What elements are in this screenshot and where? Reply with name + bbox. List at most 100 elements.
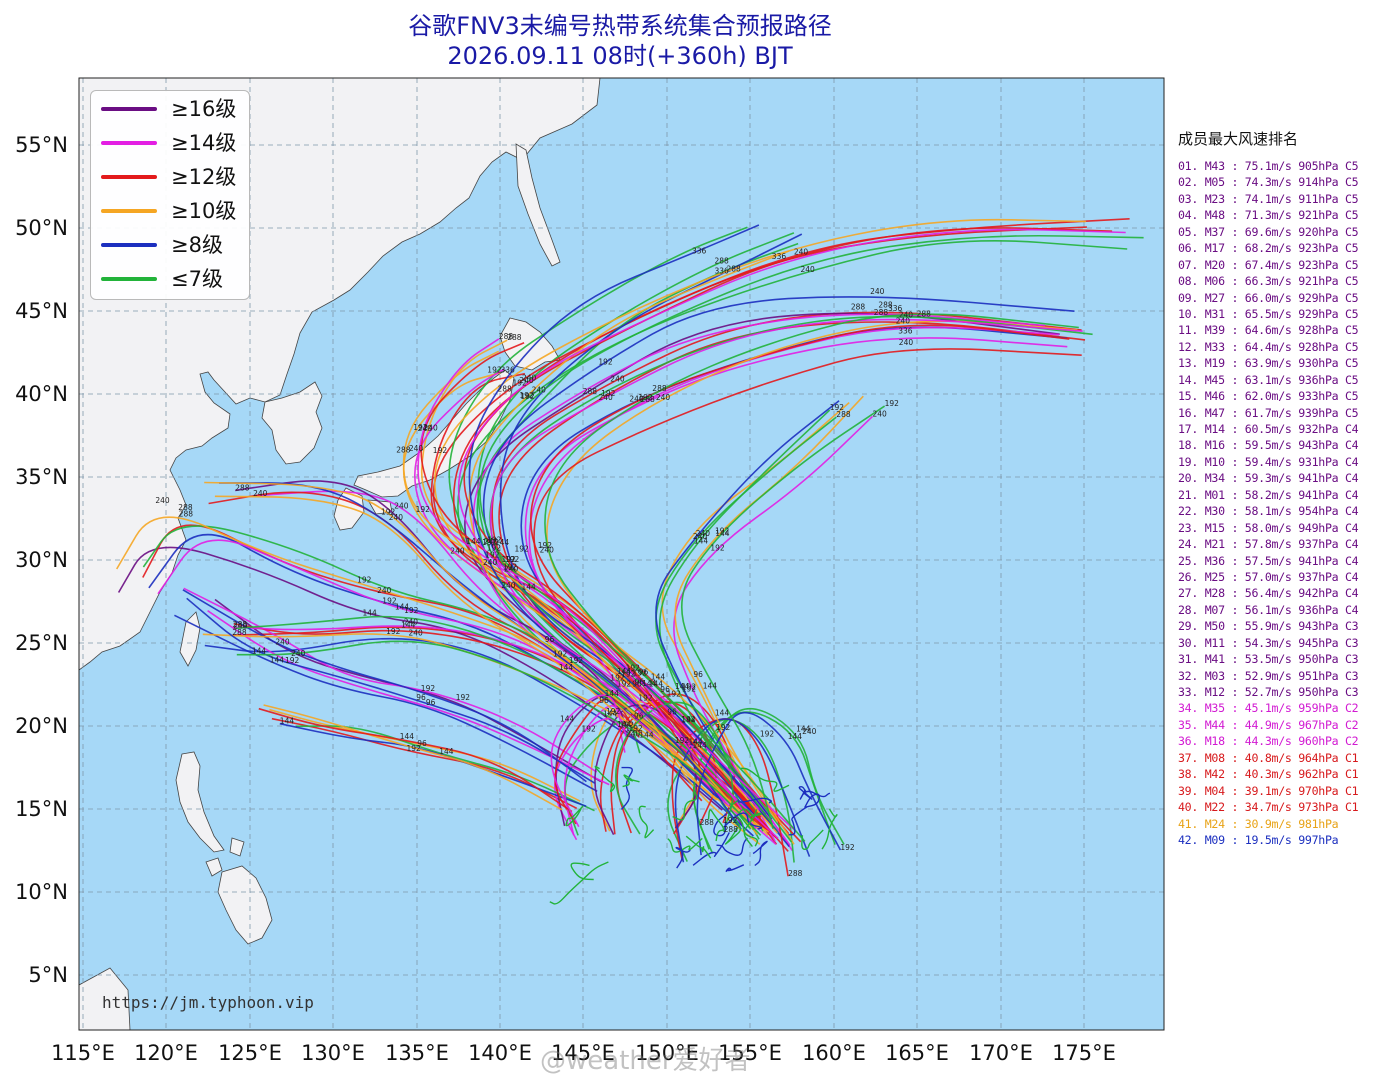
forecast-hour-label: 288 [178,503,193,512]
ensemble-member-track [614,701,734,835]
ranking-item: 09. M27 : 66.0m/s 929hPa C5 [1178,290,1359,305]
ensemble-member-track [680,405,886,830]
lat-tick-label: 50°N [15,216,68,240]
forecast-hour-label: 192 [598,358,613,367]
ensemble-member-track [550,694,625,828]
forecast-hour-label: 240 [377,586,392,595]
forecast-hour-labels: 9619224014419224028828833696144192240288… [155,247,931,879]
legend-label: ≥16级 [171,97,237,121]
ranking-item: 39. M04 : 39.1m/s 970hPa C1 [1178,783,1359,798]
ensemble-member-track [725,864,745,873]
legend-item-14: ≥14级 [99,129,249,159]
ensemble-member-track [570,862,594,881]
lon-tick-label: 175°E [1052,1041,1116,1065]
forecast-hour-label: 288 [878,301,893,310]
forecast-hour-label: 192 [638,693,653,702]
ensemble-member-track [724,818,742,845]
lat-tick-label: 25°N [15,631,68,655]
forecast-hour-label: 96 [639,668,649,677]
watermark: @weather爱好者 [540,1046,751,1076]
ensemble-member-track [236,640,762,836]
forecast-hour-label: 192 [285,656,300,665]
intensity-legend: ≥16级 ≥14级 ≥12级 ≥10级 ≥8级 ≤7级 [90,90,250,300]
forecast-hour-label: 96 [426,698,436,707]
forecast-hour-label: 240 [394,502,409,511]
forecast-hour-label: 288 [232,628,247,637]
ensemble-member-track [271,717,578,810]
ensemble-member-track [658,409,831,840]
ensemble-member-track [417,338,779,839]
ensemble-member-track [594,765,616,793]
lon-tick-label: 140°E [468,1041,532,1065]
forecast-hour-label: 192 [620,721,635,730]
ranking-item: 06. M17 : 68.2m/s 923hPa C5 [1178,241,1359,256]
forecast-hour-label: 144 [639,731,654,740]
forecast-hour-label: 240 [794,248,809,257]
legend-item-7: ≤7级 [99,265,249,295]
ensemble-member-track [544,313,1079,842]
forecast-hour-label: 192 [482,538,497,547]
forecast-hour-label: 240 [483,558,498,567]
forecast-hour-label: 192 [413,423,428,432]
forecast-hour-label: 192 [487,365,502,374]
ranking-item: 10. M31 : 65.5m/s 929hPa C5 [1178,306,1359,321]
ensemble-member-track [258,707,573,813]
forecast-hour-label: 192 [667,690,682,699]
forecast-hour-label: 240 [873,409,888,418]
forecast-hour-label: 192 [840,843,855,852]
forecast-hour-label: 192 [407,744,422,753]
ensemble-tracks [116,218,1144,905]
forecast-hour-label: 336 [692,247,707,256]
forecast-hour-label: 288 [652,384,667,393]
ranking-item: 40. M22 : 34.7m/s 973hPa C1 [1178,800,1359,815]
forecast-hour-label: 96 [667,708,677,717]
forecast-hour-label: 144 [617,667,632,676]
ensemble-member-track [554,717,626,841]
forecast-hour-label: 144 [681,716,696,725]
legend-swatch [101,175,157,179]
lat-tick-label: 40°N [15,382,68,406]
lat-tick-label: 30°N [15,548,68,572]
ranking-item: 34. M35 : 45.1m/s 959hPa C2 [1178,701,1359,716]
forecast-hour-label: 240 [540,546,555,555]
forecast-hour-label: 288 [235,483,250,492]
ranking-item: 32. M03 : 52.9m/s 951hPa C3 [1178,668,1359,683]
legend-label: ≥12级 [171,165,237,189]
forecast-hour-label: 240 [696,529,711,538]
forecast-hour-label: 192 [433,446,448,455]
ensemble-member-track [464,312,1060,825]
ranking-item: 36. M18 : 44.3m/s 960hPa C2 [1178,734,1359,749]
forecast-hour-label: 144 [395,603,410,612]
forecast-hour-label: 144 [280,717,295,726]
lat-tick-label: 15°N [15,797,68,821]
ensemble-member-track [204,637,754,837]
ensemble-member-track [468,250,789,836]
ranking-item: 28. M07 : 56.1m/s 936hPa C4 [1178,602,1359,617]
ranking-item: 15. M46 : 62.0m/s 933hPa C5 [1178,389,1359,404]
lon-tick-label: 130°E [301,1041,365,1065]
forecast-hour-label: 192 [682,684,697,693]
forecast-hour-label: 192 [513,378,528,387]
ensemble-member-track [804,793,820,809]
ensemble-member-track [207,610,610,786]
forecast-hour-label: 288 [727,265,742,274]
forecast-hour-label: 192 [487,543,502,552]
forecast-hour-label: 144 [693,741,708,750]
forecast-hour-label: 192 [582,725,597,734]
map-title: 谷歌FNV3未编号热带系统集合预报路径 [408,12,832,40]
ensemble-member-track [693,711,836,854]
forecast-hour-label: 192 [520,391,535,400]
forecast-hour-label: 240 [870,287,885,296]
forecast-hour-label: 192 [456,693,471,702]
forecast-hour-label: 144 [651,673,666,682]
lon-tick-label: 150°E [635,1041,699,1065]
legend-item-16: ≥16级 [99,95,249,125]
forecast-hour-label: 192 [675,736,690,745]
forecast-hour-label: 288 [498,385,513,394]
map-subtitle: 2026.09.11 08时(+360h) BJT [447,42,793,70]
ranking-item: 26. M25 : 57.0m/s 937hPa C4 [1178,569,1359,584]
forecast-hour-label: 288 [917,310,932,319]
forecast-hour-label: 288 [641,395,656,404]
forecast-hour-label: 288 [724,825,739,834]
